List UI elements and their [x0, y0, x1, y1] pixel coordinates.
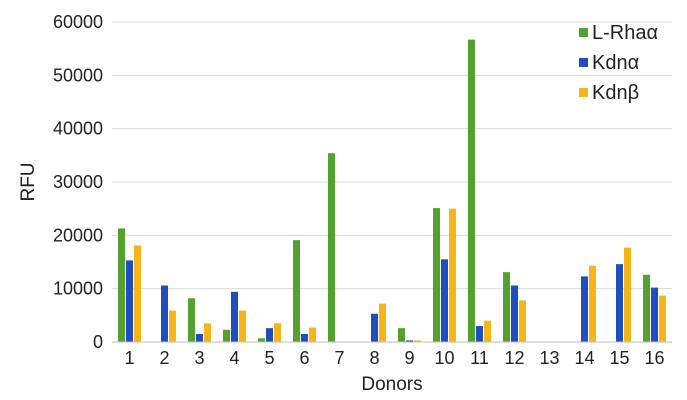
y-tick-label: 30000	[53, 172, 103, 192]
bar-s2-donor-14	[581, 276, 588, 342]
bar-s1-donor-16	[643, 274, 650, 342]
bar-s2-donor-6	[301, 334, 308, 342]
bar-s3-donor-1	[134, 245, 141, 342]
x-tick-label: 4	[229, 348, 239, 368]
bar-s3-donor-12	[519, 300, 526, 342]
gridlines	[112, 21, 672, 290]
bar-s2-donor-9	[406, 340, 413, 342]
bar-s3-donor-2	[169, 310, 176, 342]
y-tick-label: 20000	[53, 225, 103, 245]
bar-s3-donor-8	[379, 303, 386, 342]
bar-s2-donor-4	[231, 291, 238, 342]
bar-s1-donor-12	[503, 272, 510, 342]
x-tick-label: 14	[574, 348, 594, 368]
legend-label-kdna: Kdnα	[592, 52, 639, 74]
x-tick-label: 13	[539, 348, 559, 368]
y-tick-label: 0	[93, 332, 103, 352]
legend-label-kdnb: Kdnβ	[592, 82, 639, 104]
x-tick-label: 15	[609, 348, 629, 368]
x-tick-label: 3	[194, 348, 204, 368]
y-tick-label: 10000	[53, 279, 103, 299]
bar-s1-donor-1	[118, 228, 125, 342]
bar-s2-donor-10	[441, 259, 448, 342]
bar-s2-donor-3	[196, 334, 203, 342]
bar-s1-donor-11	[468, 39, 475, 342]
bar-s1-donor-7	[328, 153, 335, 342]
y-tick-labels: 0 10000 20000 30000 40000 50000 60000	[53, 12, 103, 352]
bar-s1-donor-5	[258, 338, 265, 342]
bar-s2-donor-8	[371, 313, 378, 342]
bar-s1-donor-6	[293, 240, 300, 342]
legend-swatch-kdna	[579, 58, 588, 67]
legend-label-lrha: L-Rhaα	[592, 22, 658, 44]
bar-s3-donor-16	[659, 295, 666, 342]
bar-s3-donor-11	[484, 320, 491, 342]
x-tick-label: 6	[299, 348, 309, 368]
x-tick-label: 2	[159, 348, 169, 368]
y-axis-title: RFU	[18, 162, 39, 201]
x-tick-label: 9	[404, 348, 414, 368]
bar-s3-donor-14	[589, 265, 596, 342]
legend-swatch-lrha	[579, 28, 588, 37]
x-tick-label: 5	[264, 348, 274, 368]
y-tick-label: 40000	[53, 119, 103, 139]
legend: L-Rhaα Kdnα Kdnβ	[579, 22, 658, 104]
bar-s2-donor-12	[511, 285, 518, 342]
bar-s2-donor-1	[126, 260, 133, 342]
bar-s1-donor-10	[433, 208, 440, 342]
x-tick-label: 7	[334, 348, 344, 368]
bar-s1-donor-3	[188, 298, 195, 342]
bar-s3-donor-5	[274, 323, 281, 342]
bar-s1-donor-4	[223, 329, 230, 342]
bar-s3-donor-3	[204, 323, 211, 342]
bar-s2-donor-2	[161, 285, 168, 342]
bar-s3-donor-9	[414, 340, 421, 342]
x-tick-label: 12	[504, 348, 524, 368]
legend-swatch-kdnb	[579, 88, 588, 97]
bars	[118, 39, 666, 342]
bar-s3-donor-10	[449, 208, 456, 342]
bar-s1-donor-9	[398, 328, 405, 342]
x-tick-label: 1	[124, 348, 134, 368]
bar-s3-donor-15	[624, 247, 631, 342]
bar-s3-donor-6	[309, 327, 316, 342]
bar-s3-donor-4	[239, 310, 246, 342]
x-tick-labels: 1 2 3 4 5 6 7 8 9 10 11 12 13 14 15 16	[124, 348, 664, 368]
bar-s2-donor-16	[651, 287, 658, 342]
bar-s2-donor-11	[476, 326, 483, 342]
bar-s2-donor-5	[266, 328, 273, 342]
x-axis-title: Donors	[361, 374, 422, 395]
x-tick-label: 11	[470, 348, 489, 368]
x-tick-label: 10	[434, 348, 454, 368]
x-tick-label: 8	[369, 348, 379, 368]
bar-s2-donor-15	[616, 264, 623, 342]
y-tick-label: 50000	[53, 65, 103, 85]
x-tick-label: 16	[644, 348, 664, 368]
y-tick-label: 60000	[53, 12, 103, 32]
